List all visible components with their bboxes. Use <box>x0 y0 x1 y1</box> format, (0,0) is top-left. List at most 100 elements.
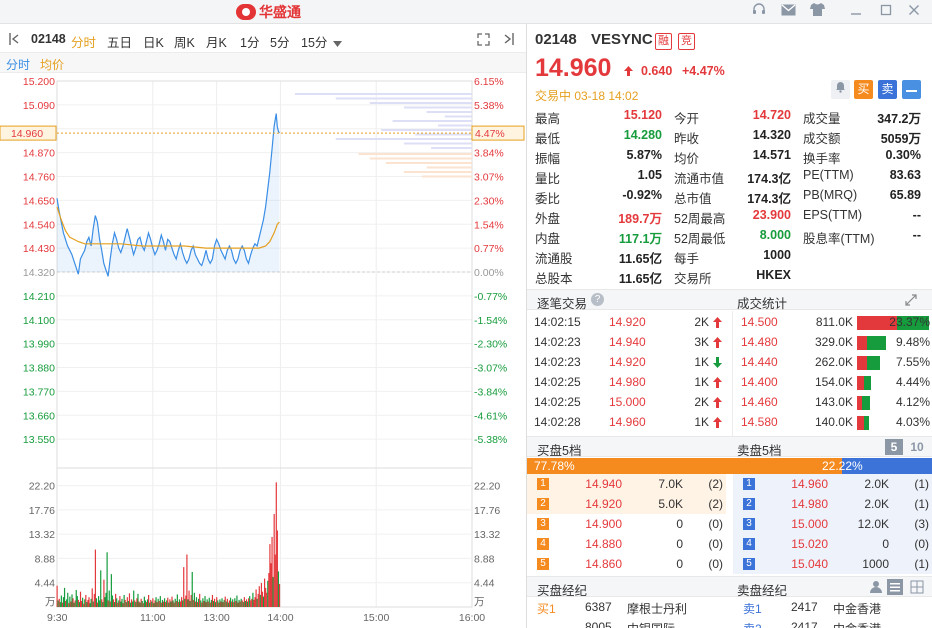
ask-level[interactable]: 1 14.960 2.0K (1) <box>733 474 932 494</box>
help-icon[interactable]: ? <box>591 293 604 306</box>
ask-depth-bar <box>431 147 472 149</box>
volume-bar <box>243 597 245 607</box>
depth-10-toggle[interactable]: 10 <box>910 440 924 454</box>
brand-logo: 华盛通 <box>236 3 301 21</box>
volume-bar <box>91 588 93 607</box>
volume-bar <box>151 601 153 607</box>
volume-bar <box>65 600 67 607</box>
bid-level[interactable]: 4 14.880 0 (0) <box>527 534 726 554</box>
bid-depth-bar <box>369 157 472 160</box>
collapse-right-icon[interactable] <box>503 32 515 49</box>
stat-label: 委比 <box>535 192 561 206</box>
vstat-price: 14.460 <box>741 395 778 409</box>
volume-bar <box>204 596 206 607</box>
mail-icon[interactable] <box>779 3 797 21</box>
tab-1min[interactable]: 1分 <box>240 36 260 50</box>
volume-bar <box>232 599 234 607</box>
volume-bar <box>248 598 250 607</box>
ask-level[interactable]: 2 14.980 2.0K (1) <box>733 494 932 514</box>
time-tick-label: 16:00 <box>459 612 485 624</box>
price-change-pct: +4.47% <box>682 64 725 78</box>
tab-monthly-k[interactable]: 月K <box>206 36 227 50</box>
level-index: 4 <box>743 538 755 550</box>
quote-stats: 最高 15.120 今开 14.720 成交量 347.2万 最低 14.280 昨收 14.32… <box>527 108 932 288</box>
volume-bar <box>216 597 218 607</box>
bid-level[interactable]: 3 14.900 0 (0) <box>527 514 726 534</box>
depth-5-toggle[interactable]: 5 <box>885 439 903 455</box>
chevron-down-icon[interactable] <box>333 36 342 50</box>
volume-bar <box>181 597 183 607</box>
ask-level[interactable]: 4 15.020 0 (0) <box>733 534 932 554</box>
volume-bar <box>177 602 180 607</box>
level-volume: 1000 <box>862 557 889 571</box>
bell-icon[interactable] <box>831 80 850 99</box>
expand-icon[interactable] <box>905 294 917 309</box>
stat-label: 今开 <box>674 112 700 126</box>
legend-intraday[interactable]: 分时 <box>6 58 31 72</box>
user-icon[interactable] <box>870 580 882 596</box>
volume-bar <box>106 552 108 607</box>
level-price: 14.900 <box>585 517 622 531</box>
volume-bar <box>253 599 255 607</box>
collapse-left-icon[interactable] <box>8 32 20 49</box>
headset-icon[interactable] <box>750 3 768 21</box>
volume-bar <box>254 597 256 607</box>
vstat-price: 14.500 <box>741 315 778 329</box>
bid-depth-bar <box>385 162 472 164</box>
level-volume: 2.0K <box>864 497 889 511</box>
broker-name[interactable]: 中银国际 <box>627 620 675 628</box>
list-view-icon[interactable] <box>887 579 903 595</box>
tab-intraday[interactable]: 分时 <box>71 36 97 50</box>
volume-bar <box>244 600 247 607</box>
broker-name[interactable]: 中金香港 <box>833 620 881 628</box>
volume-bar <box>278 584 281 607</box>
volume-bar <box>238 599 240 607</box>
pct-tick-label: -3.84% <box>474 386 507 398</box>
volume-bar <box>210 599 212 607</box>
volume-bar <box>129 602 132 607</box>
tab-weekly-k[interactable]: 周K <box>174 36 195 50</box>
close-icon[interactable] <box>905 3 923 21</box>
shirt-icon[interactable] <box>808 3 826 21</box>
sell-button[interactable]: 卖 <box>878 80 897 99</box>
pct-tick-label: 2.30% <box>474 195 504 207</box>
volume-bar <box>61 602 64 607</box>
volume-bar <box>184 598 186 607</box>
stat-value: 14.571 <box>752 148 791 162</box>
pct-tick-label: 6.15% <box>474 76 504 88</box>
tab-daily-k[interactable]: 日K <box>143 36 164 50</box>
volume-bar <box>194 601 197 607</box>
stat-label: PE(TTM) <box>803 168 854 182</box>
bid-level[interactable]: 5 14.860 0 (0) <box>527 554 726 574</box>
volume-bar <box>217 600 219 607</box>
buy-button[interactable]: 买 <box>854 80 873 99</box>
expand-icon[interactable] <box>477 33 490 49</box>
brokers-header: 买盘经纪 卖盘经纪 <box>527 576 932 598</box>
minimize-icon[interactable] <box>847 3 865 21</box>
level-price: 15.020 <box>791 537 828 551</box>
volume-bar <box>74 600 76 607</box>
volume-bar <box>154 600 156 607</box>
legend-avg-price[interactable]: 均价 <box>40 58 65 72</box>
grid-view-icon[interactable] <box>909 579 925 598</box>
ask-level[interactable]: 3 15.000 12.0K (3) <box>733 514 932 534</box>
broker-name[interactable]: 摩根士丹利 <box>627 602 688 616</box>
bid-level[interactable]: 2 14.920 5.0K (2) <box>527 494 726 514</box>
restore-icon[interactable] <box>877 3 895 21</box>
stat-value: 174.3亿 <box>747 192 791 206</box>
stat-label: 均价 <box>674 152 700 166</box>
ask-level[interactable]: 5 15.040 1000 (1) <box>733 554 932 574</box>
tab-five-day[interactable]: 五日 <box>107 36 133 50</box>
bid-level[interactable]: 1 14.940 7.0K (2) <box>527 474 726 494</box>
more-menu-icon[interactable] <box>902 80 921 99</box>
volume-bar <box>98 596 100 607</box>
bid-depth-bar <box>403 171 472 173</box>
tab-5min[interactable]: 5分 <box>270 36 290 50</box>
volume-bar <box>201 602 203 607</box>
tab-15min[interactable]: 15分 <box>301 36 328 50</box>
broker-name[interactable]: 中金香港 <box>833 602 882 616</box>
broker-tag: 买1 <box>537 602 556 616</box>
volume-bar <box>123 594 125 607</box>
stat-label: 外盘 <box>535 212 561 226</box>
volume-bar <box>109 601 111 607</box>
